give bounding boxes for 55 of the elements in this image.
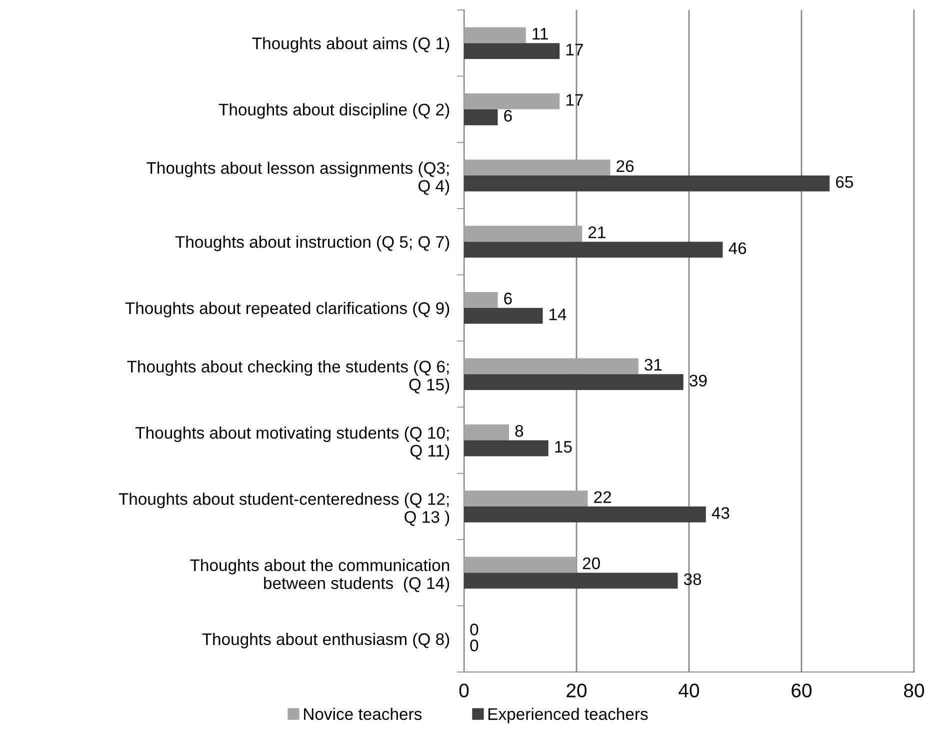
bar	[464, 242, 723, 258]
data-label: 0	[470, 640, 478, 652]
y-tick-label: Thoughts about aims (Q 1)	[252, 37, 450, 53]
x-tick-label: 40	[678, 684, 700, 698]
data-label: 11	[532, 28, 548, 40]
bar	[464, 27, 526, 44]
data-label: 6	[504, 292, 512, 304]
y-tick-label: Thoughts about the communication between students (Q 14)	[190, 558, 450, 592]
data-label: 14	[550, 308, 566, 320]
bar	[464, 572, 678, 589]
legend-label: Experienced teachers	[488, 708, 648, 724]
y-tick-label: Thoughts about motivating students (Q 10; Q 11)	[136, 426, 450, 460]
y-tick-label: Thoughts about student-centeredness (Q 12; Q 13 )	[118, 492, 450, 526]
data-label: 31	[644, 358, 662, 371]
data-label: 17	[566, 44, 583, 56]
data-label: 6	[504, 110, 512, 122]
bar	[464, 176, 830, 192]
data-label: 20	[582, 557, 600, 570]
bar	[464, 556, 576, 573]
data-label: 26	[616, 160, 634, 172]
x-tick-label: 80	[904, 684, 924, 698]
data-label: 8	[515, 425, 524, 437]
bar	[464, 490, 588, 506]
data-label: 17	[566, 94, 583, 106]
x-tick-label: 60	[792, 684, 812, 698]
data-label: 46	[728, 242, 746, 254]
data-label: 65	[836, 176, 854, 188]
data-label: 43	[712, 507, 730, 519]
bar	[464, 358, 638, 374]
bar	[464, 43, 560, 59]
x-tick-label: 20	[566, 684, 587, 698]
y-tick-label: Thoughts about enthusiasm (Q 8)	[202, 632, 450, 648]
bar	[464, 93, 560, 110]
data-label: 0	[470, 624, 478, 636]
data-label: 21	[588, 226, 606, 238]
bar	[464, 109, 498, 126]
data-label: 15	[555, 441, 572, 453]
bar	[464, 292, 498, 308]
y-tick-label: Thoughts about checking the students (Q 6; Q 15)	[127, 360, 450, 394]
bar	[464, 506, 706, 522]
y-tick-label: Thoughts about lesson assignments (Q3; Q 4)	[146, 162, 450, 196]
y-tick-label: Thoughts about discipline (Q 2)	[218, 103, 450, 119]
y-tick-label: Thoughts about instruction (Q 5; Q 7)	[175, 236, 450, 252]
data-label: 38	[684, 573, 702, 586]
bar	[464, 424, 509, 440]
y-tick-label: Thoughts about repeated clarifications (Q 9)	[125, 302, 450, 318]
data-label: 39	[690, 374, 707, 387]
data-label: 22	[594, 491, 612, 503]
x-tick-label: 0	[459, 684, 469, 698]
bar	[464, 160, 610, 176]
legend-label: Novice teachers	[304, 708, 422, 720]
bar	[464, 226, 582, 242]
bar	[464, 440, 548, 456]
bar	[464, 374, 684, 390]
bar	[464, 308, 543, 324]
